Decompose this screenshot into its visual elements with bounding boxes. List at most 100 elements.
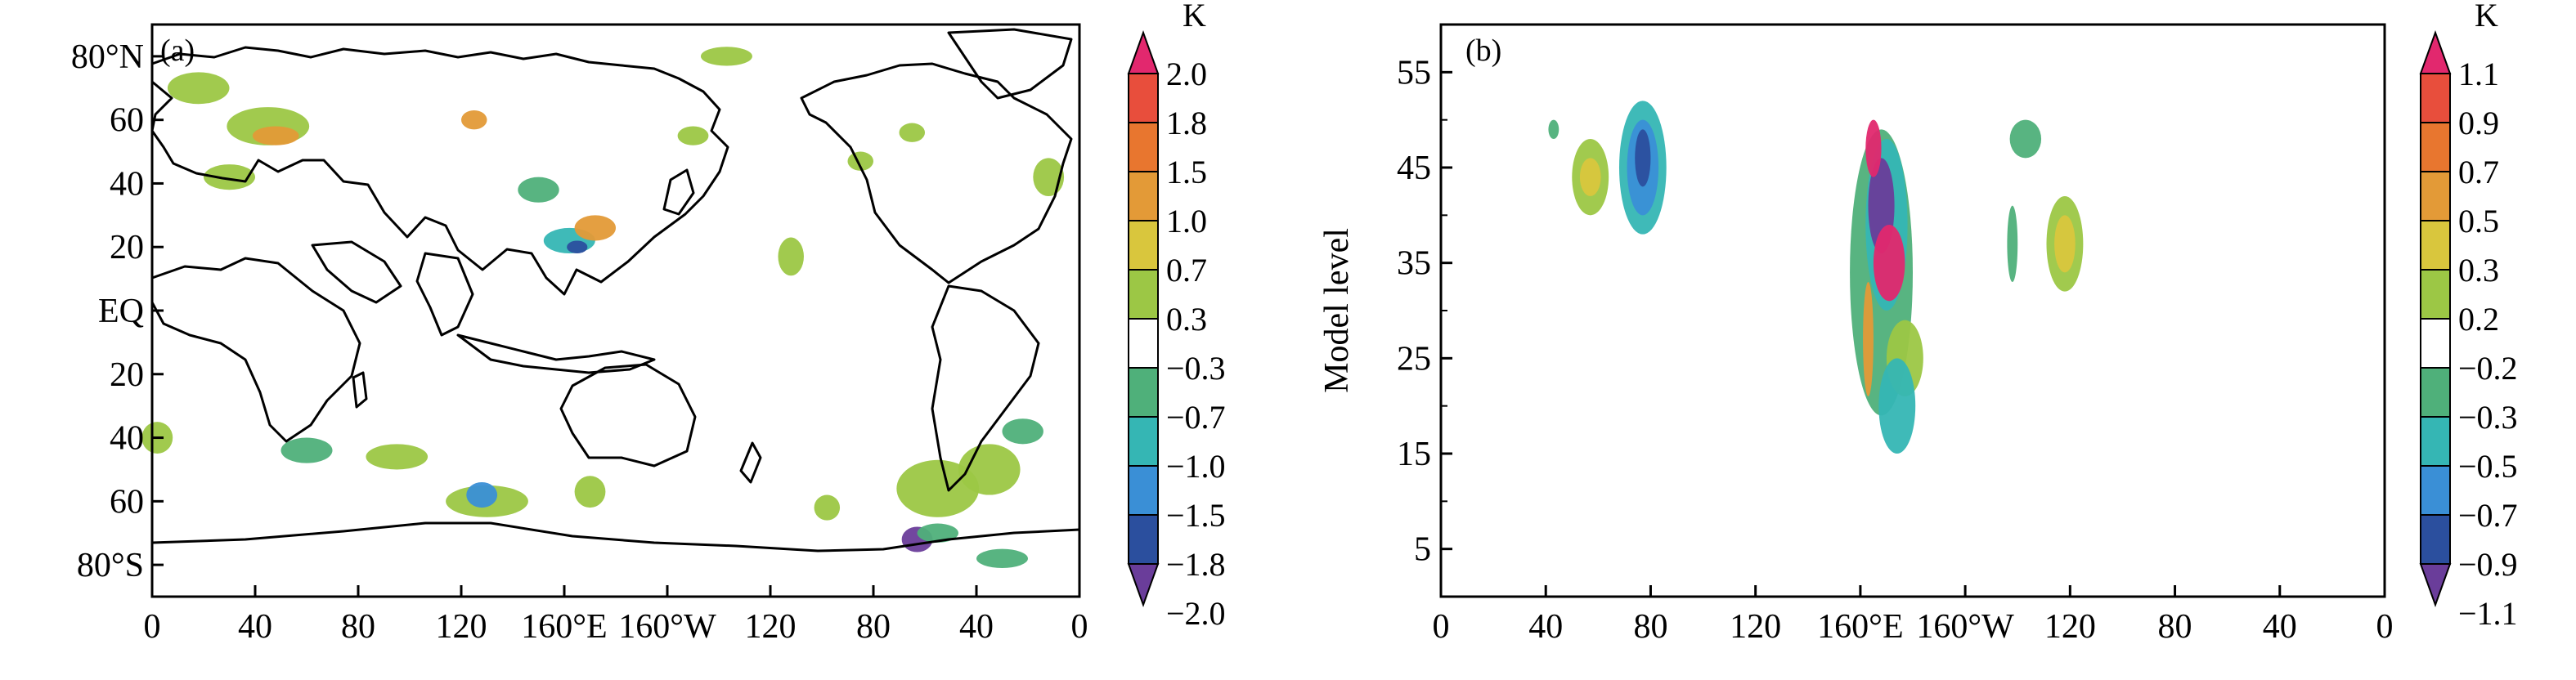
x-tick-label: 120	[436, 608, 487, 646]
anomaly-patch	[204, 164, 255, 190]
anomaly-patches	[1548, 101, 2084, 454]
anomaly-patch	[518, 177, 559, 203]
y-tick-label: 60	[110, 102, 144, 140]
colorbar-label: −1.0	[1166, 448, 1226, 485]
y-tick-label: 20	[110, 229, 144, 266]
anomaly-patch	[896, 459, 980, 517]
colorbar-swatch	[1128, 514, 1159, 565]
y-axis-ticks: 55 45 35 25 15 5	[1397, 24, 1452, 597]
panel-b-section: 0 40 80 120 160°E 160°W 120 80 40 0 55 45 35 25 15 5 (…	[1318, 23, 2394, 646]
anomaly-patch	[677, 126, 709, 145]
anomaly-patch	[917, 523, 958, 543]
x-tick-label: 80	[2158, 608, 2192, 646]
y-tick-label: 35	[1397, 245, 1431, 283]
x-axis-ticks: 0 40 80 120 160°E 160°W 120 80 40 0	[1433, 585, 2394, 646]
x-tick-label: 0	[2376, 608, 2394, 646]
colorbar-label: 1.1	[2458, 56, 2499, 92]
colorbar-label: −0.5	[2458, 448, 2518, 485]
y-tick-label: 40	[110, 420, 144, 458]
colorbar-label: −0.3	[2458, 399, 2518, 436]
colorbar-b: 1.1 0.9 0.7 0.5 0.3 0.2 −0.2 −0.3 −0.5 −0.7 −0.9 −1…	[2419, 0, 2518, 632]
colorbar-swatch	[2420, 171, 2451, 221]
anomaly-patch	[574, 215, 616, 241]
colorbar-swatch	[2420, 416, 2451, 467]
y-axis-ticks: 80°N 60 40 20 EQ 20 40 60 80°S	[71, 38, 164, 584]
colorbar-swatch	[1128, 367, 1159, 418]
colorbar-swatch	[1128, 171, 1159, 221]
colorbar-a: 2.0 1.8 1.5 1.0 0.7 0.3 −0.3 −0.7 −1.0 −1.5 −1.8 −2…	[1127, 0, 1226, 632]
panel-b-label: (b)	[1465, 34, 1501, 68]
colorbar-label: 1.5	[1166, 154, 1207, 190]
y-tick-label: 80°S	[77, 547, 144, 584]
colorbar-swatch	[2420, 220, 2451, 271]
colorbar-swatch	[2420, 465, 2451, 516]
colorbar-label: −0.9	[2458, 546, 2518, 583]
colorbar-label: −1.1	[2458, 595, 2518, 632]
y-tick-label: 40	[110, 165, 144, 203]
anomaly-patch	[814, 494, 841, 521]
x-tick-label: 120	[2044, 608, 2096, 646]
colorbar-label: −0.7	[2458, 497, 2518, 534]
anomaly-patch	[1863, 282, 1874, 396]
x-tick-label: 40	[1528, 608, 1563, 646]
x-axis-ticks: 0 40 80 120 160°E 160°W 120 80 40 0	[144, 585, 1088, 646]
colorbar-label: −2.0	[1166, 595, 1226, 632]
x-tick-label: 0	[1071, 608, 1088, 646]
colorbar-label: 0.7	[1166, 252, 1207, 289]
colorbar-swatch	[1128, 318, 1159, 369]
colorbar-swatch	[1127, 30, 1160, 74]
y-axis-title: Model level	[1318, 228, 1356, 393]
anomaly-patch	[1635, 129, 1651, 187]
y-tick-label: EQ	[98, 293, 144, 330]
colorbar-swatch	[2420, 514, 2451, 565]
colorbar-unit: K	[1183, 0, 1206, 34]
x-tick-label: 160°W	[618, 608, 716, 646]
colorbar-swatch	[1128, 122, 1159, 172]
anomaly-patch	[252, 126, 299, 145]
colorbar-label: 0.3	[2458, 252, 2499, 289]
x-tick-label: 0	[1433, 608, 1450, 646]
x-tick-label: 0	[144, 608, 161, 646]
panel-a-map: 0 40 80 120 160°E 160°W 120 80 40 0 80°N 60 40 20 EQ 2…	[71, 23, 1088, 646]
anomaly-patch	[1873, 225, 1905, 302]
y-tick-label: 25	[1397, 340, 1431, 378]
colorbar-label: 2.0	[1166, 56, 1207, 92]
anomaly-patch	[700, 47, 752, 66]
colorbar-label: 0.5	[2458, 203, 2499, 239]
anomaly-patch	[2054, 215, 2076, 273]
colorbar-label: −0.7	[1166, 399, 1226, 436]
colorbar-label: 1.8	[1166, 105, 1207, 141]
y-tick-label: 5	[1414, 531, 1431, 569]
x-tick-label: 80	[341, 608, 375, 646]
y-tick-label: 20	[110, 356, 144, 394]
y-tick-label: 80°N	[71, 38, 144, 76]
x-tick-label: 160°E	[1817, 608, 1903, 646]
colorbar-swatch	[1128, 465, 1159, 516]
colorbar-swatch	[2420, 318, 2451, 369]
colorbar-label: −1.5	[1166, 497, 1226, 534]
colorbar-swatch	[2420, 269, 2451, 320]
anomaly-patch	[366, 444, 429, 470]
x-tick-label: 120	[1730, 608, 1781, 646]
colorbar-label: 0.7	[2458, 154, 2499, 190]
colorbar-swatch	[2419, 563, 2452, 607]
colorbar-label: 1.0	[1166, 203, 1207, 239]
colorbar-label: 0.9	[2458, 105, 2499, 141]
anomaly-patches	[141, 47, 1065, 568]
panel-a-label: (a)	[160, 34, 195, 68]
y-tick-label: 55	[1397, 54, 1431, 92]
colorbar-label: 0.2	[2458, 301, 2499, 338]
x-tick-label: 160°W	[1916, 608, 2014, 646]
y-tick-label: 60	[110, 483, 144, 521]
colorbar-swatch	[1128, 220, 1159, 271]
anomaly-patch	[1878, 358, 1916, 454]
colorbar-unit: K	[2475, 0, 2498, 34]
anomaly-patch	[976, 548, 1028, 568]
colorbar-swatch	[1128, 269, 1159, 320]
x-tick-label: 80	[856, 608, 891, 646]
anomaly-patch	[2009, 119, 2042, 159]
colorbar-swatch	[2420, 367, 2451, 418]
y-tick-label: 15	[1397, 436, 1431, 473]
anomaly-patch	[1579, 158, 1601, 197]
